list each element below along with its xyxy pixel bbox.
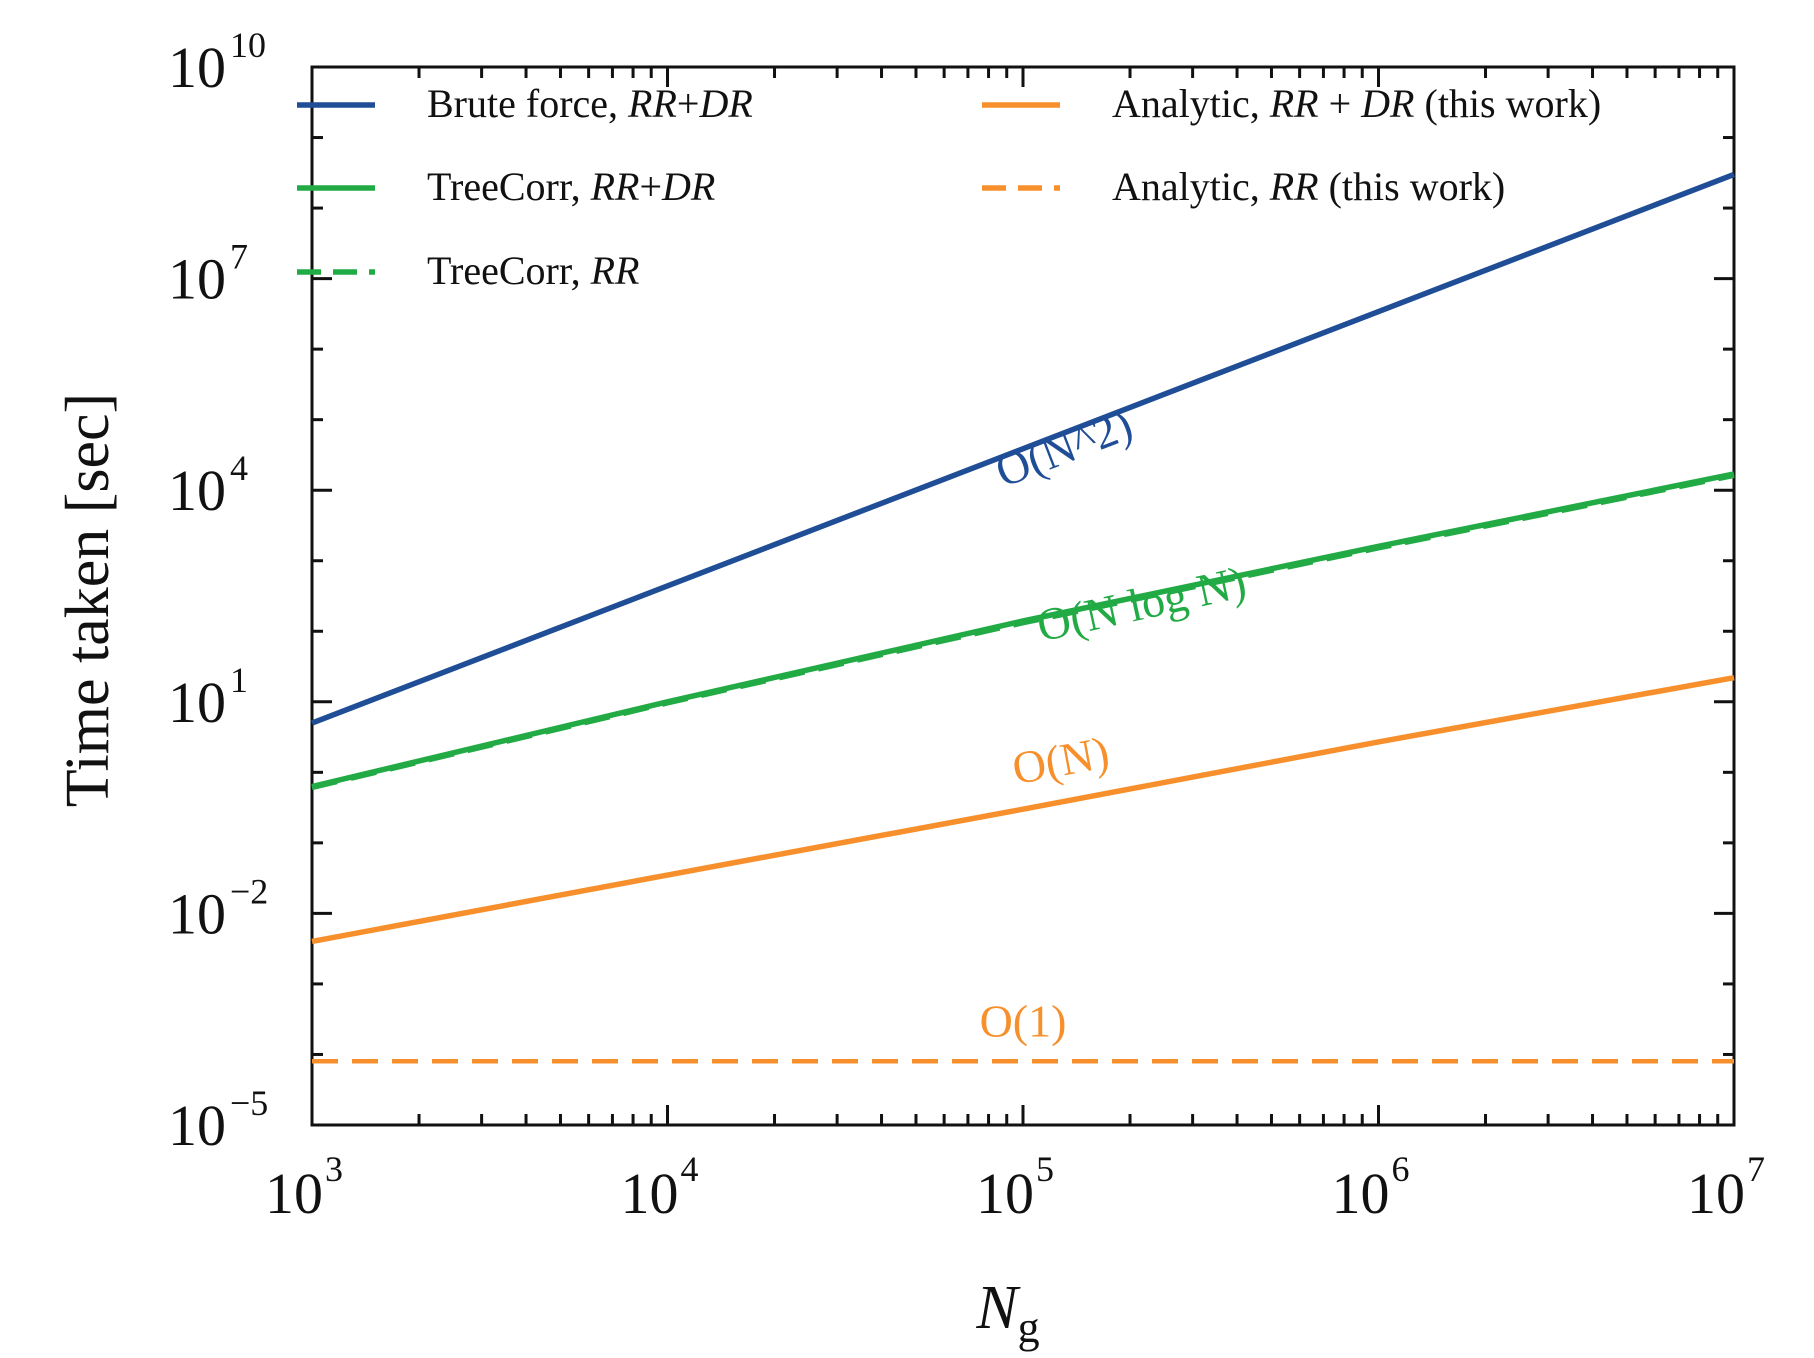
y-tick-label-1: 10 −5 [168, 1083, 268, 1158]
y-tick-label-4: 10 4 [168, 448, 248, 523]
legend-label-1: Brute force, RR+DR [427, 81, 753, 126]
axis-ticks [310, 65, 1736, 1127]
series-line-2 [311, 471, 1735, 790]
series-line-3 [311, 473, 1735, 791]
x-axis-label: Ng [975, 1274, 1039, 1352]
y-tick-label-6: 10 10 [168, 25, 266, 100]
x-tick-label-3: 105 [976, 1149, 1054, 1226]
y-tick-label-5: 10 7 [168, 237, 248, 312]
scaling-annotations: O(N^2) O(N log N) O(N) O(1) [980, 398, 1251, 1046]
x-tick-label-4: 106 [1332, 1149, 1410, 1226]
legend-label-3: TreeCorr, RR [427, 248, 639, 293]
annotation-1: O(N^2) [988, 398, 1139, 497]
annotation-3: O(N) [1008, 726, 1113, 794]
y-axis-label: Time taken [sec] [54, 393, 122, 807]
plot-area [310, 65, 1736, 1127]
x-axis-label-main: N [975, 1274, 1021, 1342]
legend-label-5: Analytic, RR (this work) [1112, 164, 1505, 209]
series-line-4 [311, 674, 1735, 945]
x-tick-label-1: 103 [265, 1149, 343, 1226]
legend-label-4: Analytic, RR + DR (this work) [1112, 81, 1601, 126]
legend-label-2: TreeCorr, RR+DR [427, 164, 715, 209]
series-line-1 [311, 171, 1735, 726]
annotation-4: O(1) [980, 995, 1067, 1046]
plot-frame [310, 65, 1736, 1127]
x-tick-label-2: 104 [621, 1149, 699, 1226]
x-tick-label-5: 107 [1687, 1149, 1765, 1226]
data-lines [311, 171, 1735, 1064]
annotation-2: O(N log N) [1032, 556, 1250, 651]
x-axis-label-subscript: g [1018, 1303, 1040, 1352]
y-tick-label-2: 10 −2 [168, 871, 268, 946]
legend: Brute force, RR+DR TreeCorr, RR+DR TreeCor… [297, 81, 1601, 293]
y-tick-label-3: 10 1 [168, 660, 248, 735]
